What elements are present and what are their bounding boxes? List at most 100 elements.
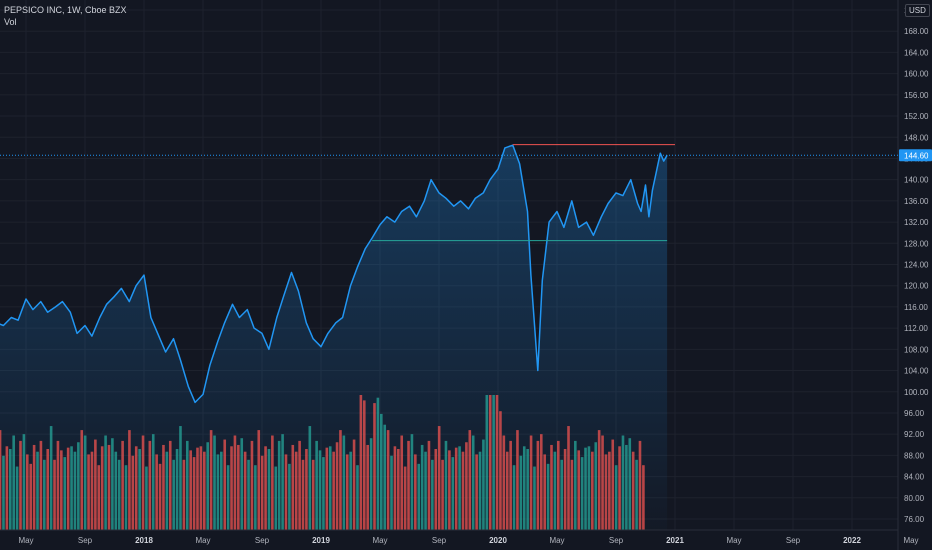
volume-bar [2,455,5,530]
x-tick-label: Sep [78,536,93,545]
volume-bar [94,439,97,530]
volume-bar [386,430,390,530]
volume-bar [454,447,458,530]
volume-bar [526,449,529,530]
volume-bar [332,451,335,530]
volume-bar [46,449,50,530]
symbol-title[interactable]: PEPSICO INC, 1W, Cboe BZX [4,5,127,15]
price-axis[interactable]: 172.00168.00164.00160.00156.00152.00148.… [897,0,932,550]
volume-bar [111,438,114,530]
volume-bar [83,435,87,530]
volume-bar [56,440,60,530]
volume-bar [66,447,70,530]
x-tick-label: Sep [786,536,801,545]
last-price-badge: 144.60 [0,149,932,162]
volume-bar [465,442,468,530]
volume-bar [468,430,472,530]
volume-bar [458,446,461,530]
volume-bar [311,459,315,530]
volume-bar [485,395,489,530]
volume-bar [288,463,291,530]
volume-bar [553,451,557,530]
volume-bar [328,446,332,530]
volume-bar [414,454,417,530]
volume-bar [604,454,608,530]
volume-bar [151,434,155,530]
volume-bar [345,454,349,530]
volume-bar [614,465,618,530]
volume-bar [281,434,284,530]
volume-bar [618,446,621,530]
volume-bar [196,447,199,530]
time-axis[interactable]: May Sep 2018 May Sep 2019 May Sep 2020 May Sep 2021… [0,529,919,545]
volume-bar [427,440,431,530]
y-tick-label: 108.00 [904,345,929,354]
y-tick-label: 84.00 [904,473,925,482]
volume-bar [437,426,441,530]
volume-bar [223,439,227,530]
volume-bar [192,457,196,530]
volume-bar [189,450,192,530]
volume-label[interactable]: Vol [4,17,17,27]
volume-bar [359,395,363,530]
volume-bar [230,446,233,530]
volume-bar [397,449,400,530]
y-tick-label: 124.00 [904,261,929,270]
volume-bar [560,459,564,530]
volume-bar [407,440,410,530]
y-tick-label: 160.00 [904,70,929,79]
volume-bar [264,446,267,530]
volume-bar [631,451,635,530]
volume-bar [451,457,455,530]
volume-bar [104,435,107,530]
x-tick-label: Sep [609,536,624,545]
y-tick-label: 100.00 [904,388,929,397]
volume-bar [284,454,288,530]
y-tick-label: 96.00 [904,409,925,418]
last-price-label: 144.60 [904,151,929,160]
volume-bar [141,435,145,530]
y-tick-label: 136.00 [904,197,929,206]
volume-bar [563,449,567,530]
x-tick-label: 2021 [666,536,684,545]
volume-bar [488,395,492,530]
volume-bar [49,426,53,530]
volume-bar [424,451,427,530]
volume-bar [220,451,223,530]
volume-bar [203,451,206,530]
volume-bar [638,440,642,530]
last-price-bg [899,149,932,162]
price-line[interactable] [0,144,668,404]
x-tick-label: Sep [255,536,270,545]
volume-bar [165,451,169,530]
volume-bar [522,446,526,530]
volume-bar [471,435,475,530]
y-tick-label: 152.00 [904,112,929,121]
y-tick-label: 112.00 [904,324,928,333]
volume-bar [533,466,536,530]
volume-bar [597,430,601,530]
volume-bar [240,438,244,530]
volume-bar [117,459,121,530]
x-tick-label: May [372,536,387,545]
y-tick-label: 120.00 [904,282,929,291]
volume-bar [608,451,611,530]
volume-bar [213,435,216,530]
currency-badge[interactable]: USD [905,4,930,17]
horizontal-lines [372,144,675,242]
volume-bar [53,459,56,530]
volume-bar [495,395,499,530]
volume-bar [247,459,250,530]
volume-bar [567,426,570,530]
volume-bar [87,454,90,530]
volume-bar [172,459,175,530]
volume-bar [635,459,638,530]
volume-bar [128,430,131,530]
x-tick-label: 2019 [312,536,330,545]
x-tick-label: May [726,536,741,545]
y-tick-label: 104.00 [904,367,929,376]
volume-bar [63,457,67,530]
volume-bar [80,430,84,530]
volume-bar [43,459,46,530]
